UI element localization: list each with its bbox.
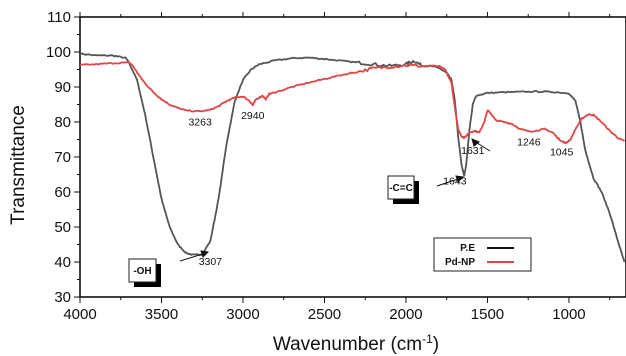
box-cc-face bbox=[387, 175, 415, 200]
peak-label-2940: 2940 bbox=[241, 110, 265, 122]
x-axis-title-sup: -1 bbox=[422, 332, 433, 346]
y-tick-label: 90 bbox=[54, 79, 71, 96]
legend: P.E Pd-NP bbox=[433, 237, 532, 272]
x-tick-label: 1500 bbox=[471, 306, 504, 323]
x-tick-label: 1000 bbox=[552, 306, 585, 323]
arrow-1643-head bbox=[455, 175, 465, 183]
x-axis-title-main: Wavenumber (cm bbox=[273, 334, 422, 355]
plot-frame bbox=[79, 16, 626, 298]
arrow-3307-head bbox=[200, 250, 210, 258]
x-tick-label: 3500 bbox=[145, 306, 178, 323]
peak-label-3263: 3263 bbox=[188, 117, 212, 129]
box-oh-face bbox=[128, 258, 157, 283]
y-axis-title: Transmittance bbox=[8, 105, 29, 225]
peak-label-1246: 1246 bbox=[517, 136, 541, 148]
y-tick-label: 80 bbox=[54, 114, 71, 131]
series-line-0 bbox=[79, 52, 626, 263]
y-tick-label: 70 bbox=[54, 149, 71, 166]
series-line-1 bbox=[79, 61, 626, 145]
box-oh-label: -OH bbox=[133, 266, 151, 277]
y-tick-label: 40 bbox=[54, 254, 71, 271]
y-tick-label: 60 bbox=[54, 184, 71, 201]
box-oh: -OH bbox=[128, 258, 161, 287]
peak-label-1045: 1045 bbox=[550, 146, 574, 158]
legend-label-pe: P.E bbox=[460, 243, 475, 254]
y-tick-label: 110 bbox=[47, 9, 71, 26]
x-tick-label: 3000 bbox=[226, 306, 259, 323]
box-cc-label: -C=C bbox=[389, 183, 413, 194]
y-tick-label: 30 bbox=[54, 289, 71, 306]
series-layer bbox=[79, 52, 626, 263]
peak-label-3307: 3307 bbox=[199, 256, 223, 268]
x-tick-label: 2000 bbox=[389, 306, 422, 323]
arrow-1631-head bbox=[471, 138, 480, 147]
x-tick-label: 2500 bbox=[308, 306, 341, 323]
y-tick-label: 50 bbox=[54, 219, 71, 236]
peak-label-1631: 1631 bbox=[461, 145, 485, 157]
legend-box bbox=[433, 237, 532, 272]
chart-axes: 4000 3500 3000 2500 2000 1500 1000 30 40 50 60 70 80… bbox=[46, 9, 626, 323]
legend-label-pdnp: Pd-NP bbox=[445, 257, 475, 268]
box-cc: -C=C bbox=[387, 175, 419, 204]
y-tick-label: 100 bbox=[46, 44, 71, 61]
x-tick-label: 4000 bbox=[63, 306, 96, 323]
arrows bbox=[179, 138, 491, 262]
x-axis-title-close: ) bbox=[433, 334, 439, 355]
x-axis-title: Wavenumber (cm-1) bbox=[273, 332, 439, 355]
